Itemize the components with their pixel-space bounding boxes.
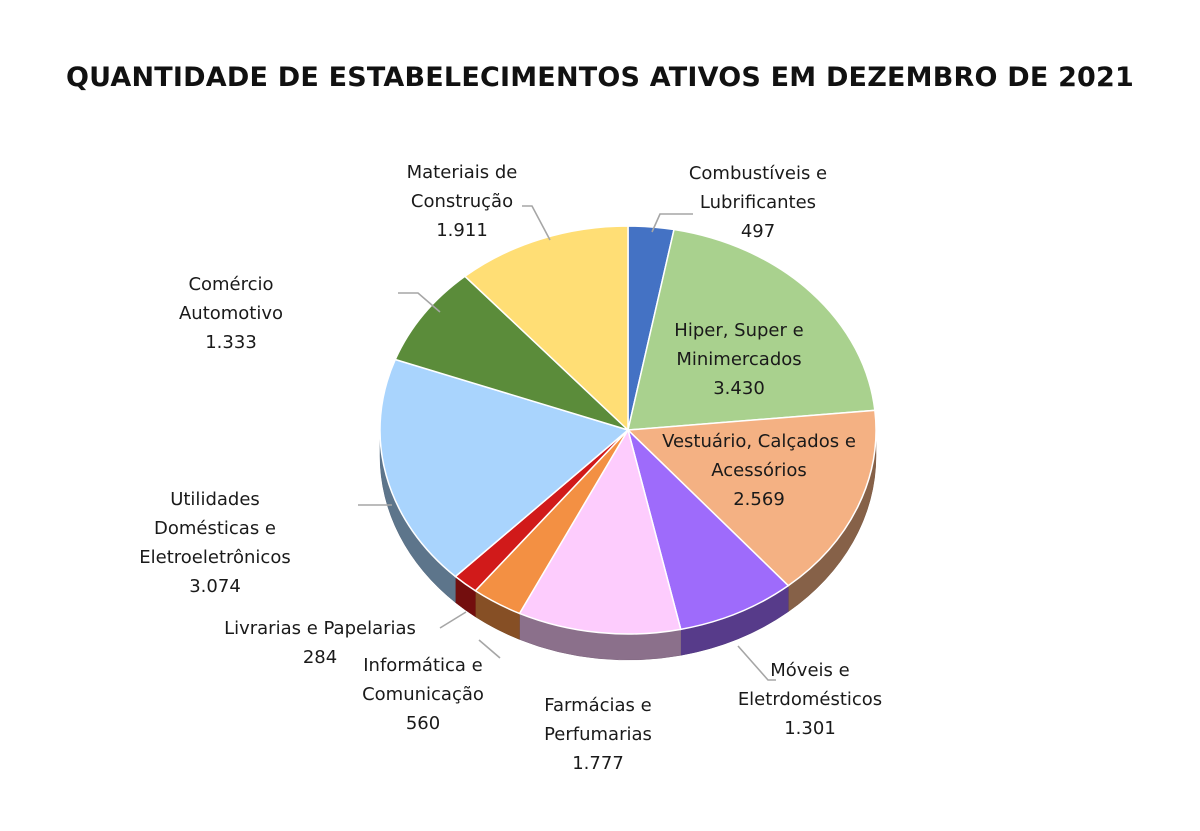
slice-name-line-0-0: Combustíveis e (689, 163, 827, 184)
slice-labels: Combustíveis e Lubrificantes 497 Hiper, Sup… (139, 162, 882, 774)
slice-name-line-3-0: Móveis e (770, 660, 849, 681)
pie-slice-2 (626, 409, 877, 587)
leader-line-5 (478, 639, 501, 659)
leader-line-6 (439, 611, 467, 629)
slice-value-3: 1.301 (784, 718, 836, 739)
slice-name-line-0-1: Lubrificantes (700, 192, 816, 213)
slice-label-9: Materiais de Construção 1.911 (407, 162, 518, 241)
slice-label-3: Móveis e Eletrdomésticos 1.301 (738, 660, 882, 739)
slice-label-0: Combustíveis e Lubrificantes 497 (689, 163, 827, 242)
chart-title: QUANTIDADE DE ESTABELECIMENTOS ATIVOS EM… (65, 62, 1135, 93)
slice-name-line-4-0: Farmácias e (544, 695, 651, 716)
slice-name-line-7-2: Eletroeletrônicos (139, 547, 290, 568)
slice-label-8: Comércio Automotivo 1.333 (179, 274, 283, 353)
slice-label-6: Livrarias e Papelarias 284 (224, 618, 416, 668)
slice-name-line-5-0: Informática e (363, 655, 483, 676)
slice-name-line-8-1: Automotivo (179, 303, 283, 324)
slice-name-line-2-1: Acessórios (711, 460, 807, 481)
slice-label-7: Utilidades Domésticas e Eletroeletrônicos 3… (139, 489, 290, 597)
leader-line-0 (651, 213, 693, 233)
slice-name-line-7-1: Domésticas e (154, 518, 276, 539)
leader-line-3 (737, 645, 776, 681)
pie-side-walls (379, 429, 877, 661)
slice-name-line-6-0: Livrarias e Papelarias (224, 618, 416, 639)
slice-name-line-8-0: Comércio (188, 274, 273, 295)
leader-line-8 (398, 292, 441, 313)
slice-label-4: Farmácias e Perfumarias 1.777 (544, 695, 652, 774)
slice-name-line-7-0: Utilidades (170, 489, 260, 510)
pie-slice-9 (463, 225, 629, 432)
slice-value-5: 560 (406, 713, 440, 734)
slice-name-line-9-0: Materiais de (407, 162, 518, 183)
slice-name-line-3-1: Eletrdomésticos (738, 689, 882, 710)
slice-value-4: 1.777 (572, 753, 624, 774)
slice-name-line-9-1: Construção (411, 191, 513, 212)
slice-value-2: 2.569 (733, 489, 785, 510)
leader-line-9 (522, 205, 551, 241)
slice-label-1: Hiper, Super e Minimercados 3.430 (674, 320, 803, 399)
slice-value-0: 497 (741, 221, 775, 242)
slice-name-line-5-1: Comunicação (362, 684, 484, 705)
slice-label-2: Vestuário, Calçados e Acessórios 2.569 (662, 431, 856, 510)
pie-slice-7 (379, 358, 630, 578)
slice-value-6: 284 (303, 647, 337, 668)
pie-slice-1 (627, 228, 876, 431)
slice-value-9: 1.911 (436, 220, 488, 241)
slice-name-line-1-0: Hiper, Super e (674, 320, 803, 341)
pie-slices (379, 225, 877, 635)
slice-name-line-1-1: Minimercados (676, 349, 801, 370)
slice-value-7: 3.074 (189, 576, 241, 597)
slice-value-1: 3.430 (713, 378, 765, 399)
pie-slice-4 (518, 428, 682, 635)
pie-slice-8 (394, 275, 629, 431)
slice-name-line-2-0: Vestuário, Calçados e (662, 431, 856, 452)
slice-value-8: 1.333 (205, 332, 257, 353)
slice-name-line-4-1: Perfumarias (544, 724, 652, 745)
slice-label-5: Informática e Comunicação 560 (362, 655, 484, 734)
